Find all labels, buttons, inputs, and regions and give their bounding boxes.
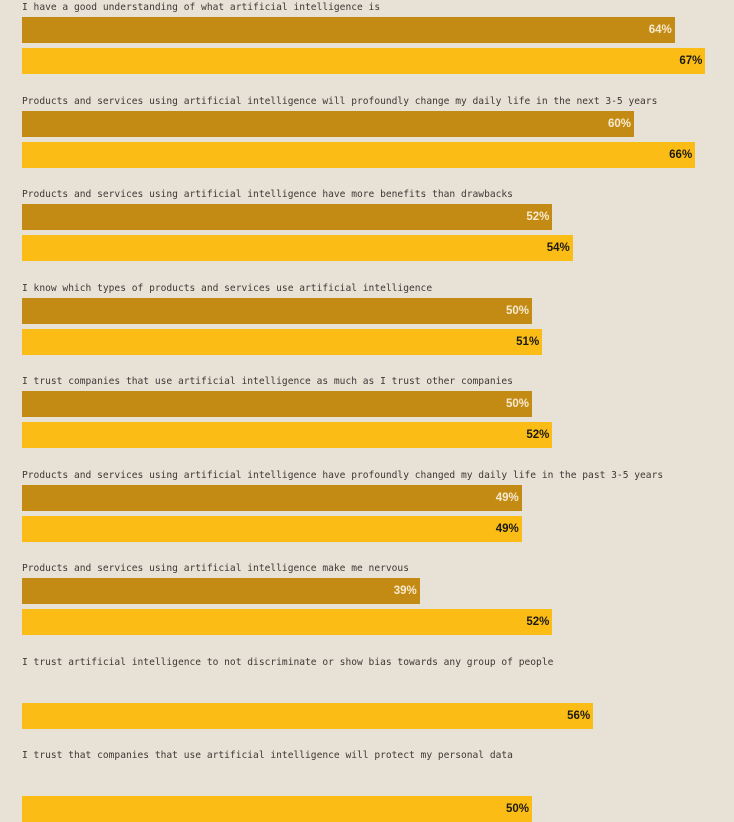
bar-series-2: 51%: [22, 328, 543, 355]
data-label: 39%: [393, 585, 417, 597]
bar-series-1: 60%: [22, 110, 634, 137]
data-label: 67%: [679, 55, 703, 67]
bar-series-2: 52%: [22, 609, 553, 635]
data-label: 56%: [567, 709, 591, 722]
data-label: 51%: [516, 335, 540, 348]
category-label: Products and services using artificial i…: [22, 469, 664, 481]
category-label: Products and services using artificial i…: [22, 189, 513, 200]
category-label: Products and services using artificial i…: [22, 563, 409, 574]
data-label: 54%: [546, 242, 570, 254]
bar-series-2: 67%: [22, 48, 706, 74]
bar-series-1: 64%: [22, 17, 675, 43]
bar-series-1: 52%: [22, 204, 553, 230]
bar-series-1: 39%: [22, 578, 420, 604]
bar-series-1: 50%: [22, 391, 532, 417]
bar-series-2: 66%: [22, 141, 696, 168]
category-label: I trust companies that use artificial in…: [22, 376, 513, 387]
category-label: I know which types of products and servi…: [22, 282, 433, 294]
data-label: 49%: [495, 491, 519, 504]
data-label: 52%: [526, 429, 550, 441]
bar-series-2: 49%: [22, 515, 522, 542]
data-label: 60%: [607, 117, 631, 130]
data-label: 52%: [526, 211, 550, 223]
data-label: 50%: [505, 398, 529, 410]
data-label: 50%: [505, 803, 529, 815]
category-label: I trust that companies that use artifici…: [22, 750, 513, 761]
data-label: 49%: [495, 522, 519, 535]
bar-series-1: 49%: [22, 484, 522, 511]
category-label: Products and services using artificial i…: [22, 95, 658, 107]
data-label: 52%: [526, 616, 550, 628]
bar-series-2: 56%: [22, 702, 594, 729]
bar-series-1: 50%: [22, 297, 532, 324]
bar-series-2: 52%: [22, 422, 553, 448]
bar-series-2: 54%: [22, 235, 573, 261]
data-label: 66%: [669, 148, 693, 161]
bar-series-2: 50%: [22, 796, 532, 822]
category-label: I have a good understanding of what arti…: [22, 2, 381, 13]
data-label: 64%: [648, 24, 672, 36]
data-label: 50%: [505, 304, 529, 317]
category-label: I trust artificial intelligence to not d…: [22, 656, 554, 668]
